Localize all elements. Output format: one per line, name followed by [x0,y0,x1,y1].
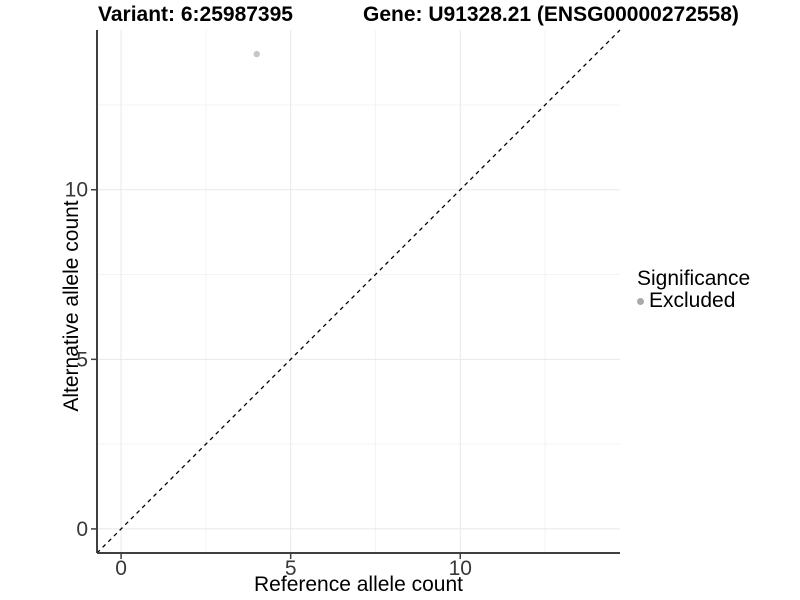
data-point [253,50,260,58]
identity-line [96,29,621,554]
y-tick-label: 0 [76,518,88,541]
y-tick-label: 10 [65,179,88,202]
legend: Significance Excluded [637,267,750,312]
y-tick-label: 5 [76,348,88,371]
x-tick-label: 10 [449,557,472,580]
legend-title: Significance [637,267,751,290]
x-tick-label: 0 [115,557,127,580]
variant-title: Variant: 6:25987395 [98,3,293,26]
excluded-point-icon [637,297,644,305]
y-axis-title: Alternative allele count [60,200,83,412]
gene-title: Gene: U91328.21 (ENSG00000272558) [363,3,739,26]
x-tick-label: 5 [285,557,297,580]
x-axis-title: Reference allele count [254,573,463,596]
legend-item-excluded: Excluded [637,289,750,312]
legend-item-label: Excluded [649,289,736,312]
